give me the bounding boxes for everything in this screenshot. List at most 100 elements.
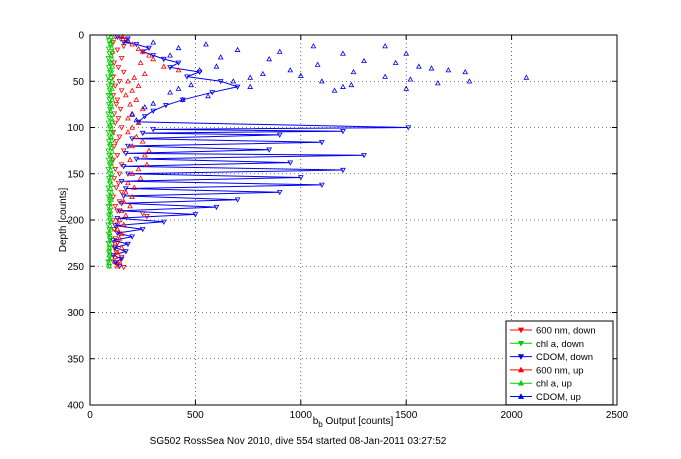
data-point [116, 258, 123, 264]
data-point [107, 241, 113, 247]
data-point [116, 79, 123, 85]
y-tick-label: 250 [67, 262, 84, 273]
data-point [108, 104, 115, 110]
legend-label: CDOM, down [536, 352, 593, 363]
data-point [139, 48, 146, 54]
data-point [106, 153, 113, 159]
data-point [160, 63, 167, 69]
data-point [109, 118, 115, 125]
data-point [131, 184, 138, 190]
data-point [115, 180, 122, 187]
legend-marker [517, 354, 525, 360]
data-point [112, 166, 119, 173]
legend-item: 600 nm, up [510, 365, 584, 376]
data-point [135, 45, 142, 52]
x-tick-label: 2500 [606, 410, 629, 421]
data-point [175, 67, 182, 73]
y-axis-label: Depth [counts] [58, 188, 69, 253]
data-point [331, 87, 338, 93]
legend-item: 600 nm, down [510, 326, 596, 337]
data-point [160, 219, 167, 225]
data-point [108, 115, 115, 121]
data-point [125, 78, 131, 84]
data-point [116, 235, 123, 241]
data-point [118, 88, 125, 94]
data-point [110, 238, 117, 244]
data-point [127, 203, 133, 209]
legend-marker [517, 340, 525, 347]
data-point [407, 76, 414, 82]
data-point [125, 179, 131, 186]
data-point [129, 124, 136, 130]
data-point [319, 140, 325, 146]
data-point [205, 93, 211, 99]
data-point [112, 245, 119, 251]
data-point [107, 59, 114, 65]
data-point [125, 37, 131, 43]
y-tick-label: 0 [78, 31, 84, 42]
data-point [382, 73, 388, 79]
data-point [234, 46, 241, 52]
data-point [179, 96, 186, 102]
data-point [105, 231, 112, 237]
data-point [109, 63, 116, 69]
data-point [175, 44, 182, 51]
y-tick-label: 300 [67, 308, 84, 319]
data-point [217, 54, 224, 60]
data-point [108, 174, 114, 180]
data-point [118, 256, 125, 262]
data-point [129, 111, 136, 117]
data-point [266, 147, 273, 153]
data-point [150, 56, 157, 62]
data-point [141, 114, 148, 120]
series-chl-a-up [106, 33, 116, 269]
data-point [108, 44, 115, 51]
data-point [150, 127, 157, 133]
data-point [230, 78, 237, 84]
data-point [114, 226, 121, 232]
data-point [125, 129, 131, 135]
data-point [112, 260, 119, 266]
data-point [107, 211, 114, 217]
data-point [160, 56, 167, 63]
data-point [434, 80, 441, 86]
data-point [120, 221, 127, 227]
data-point [107, 178, 114, 184]
data-point [108, 52, 114, 58]
data-point [107, 167, 114, 173]
data-point [109, 48, 116, 54]
data-point [287, 67, 294, 73]
data-point [108, 70, 115, 77]
data-point [125, 241, 131, 248]
data-point [403, 50, 410, 56]
data-point [139, 130, 146, 137]
series-cdom-up [125, 37, 530, 123]
data-point [319, 78, 325, 84]
data-point [109, 163, 115, 169]
data-point [109, 148, 116, 154]
data-point [129, 136, 136, 142]
data-point [276, 48, 283, 54]
legend-item: CDOM, down [510, 352, 593, 363]
data-point [105, 176, 112, 182]
data-point [108, 126, 115, 132]
data-point [122, 189, 129, 195]
data-point [146, 147, 152, 153]
data-point [113, 185, 120, 191]
data-point [107, 204, 114, 210]
series-layer [105, 33, 530, 271]
data-point [131, 74, 138, 80]
data-point [167, 52, 173, 58]
y-tick-label: 50 [73, 77, 85, 88]
data-point [113, 139, 120, 145]
data-point [146, 52, 152, 58]
data-point [107, 107, 114, 114]
data-point [466, 78, 473, 84]
data-point [106, 248, 113, 254]
data-point [108, 100, 114, 106]
data-point [108, 181, 115, 188]
data-point [297, 175, 304, 181]
data-point [120, 265, 127, 271]
